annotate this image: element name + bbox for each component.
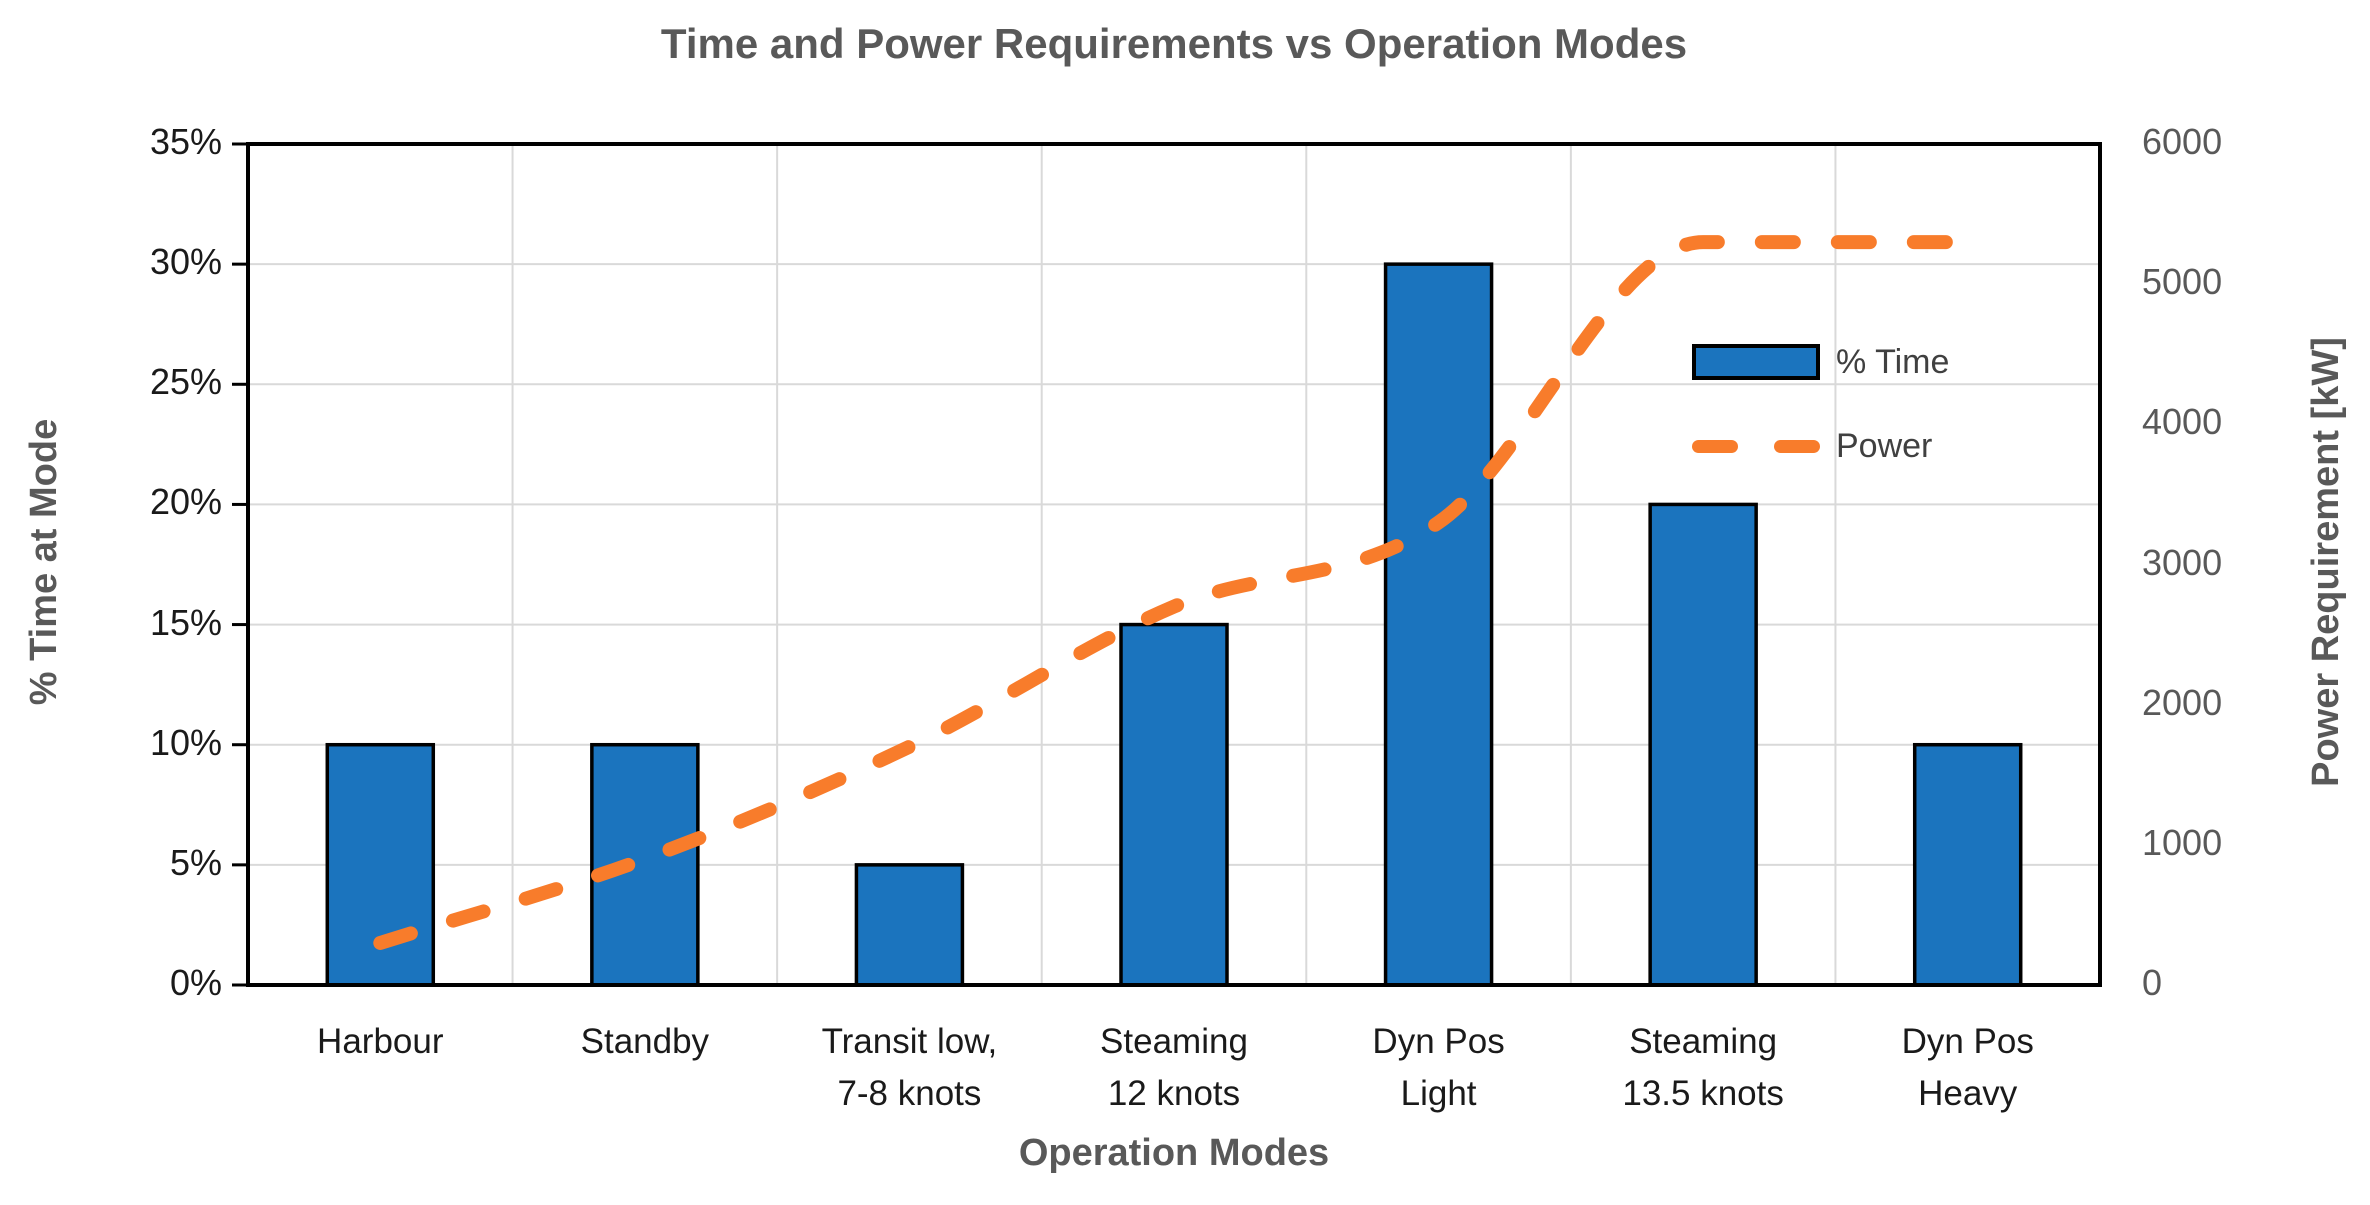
y-tick-label-left: 10%	[149, 721, 222, 763]
bar-transit-low-7-8-knots	[854, 863, 965, 987]
y-tick-label-right: 3000	[2142, 541, 2223, 583]
y-tick-label-right: 1000	[2142, 821, 2223, 863]
category-label: Standby	[513, 1016, 778, 1068]
legend: % Time Power	[1692, 320, 1949, 488]
legend-swatch-dashed-line	[1692, 439, 1820, 453]
category-label: Steaming 12 knots	[1042, 1016, 1307, 1120]
legend-item-power: Power	[1692, 404, 1949, 488]
y-tick-label-left: 0%	[169, 962, 222, 1003]
bar-steaming-12-knots	[1119, 622, 1229, 987]
legend-label-power: Power	[1836, 426, 1933, 465]
y-tick-label-left: 20%	[149, 481, 222, 523]
category-label-line: 13.5 knots	[1622, 1074, 1784, 1113]
legend-swatch-bar	[1692, 344, 1820, 380]
y-tick-label-right: 0	[2142, 962, 2163, 1003]
category-label-line: 12 knots	[1107, 1074, 1241, 1113]
bar-dyn-pos-heavy	[1912, 742, 2023, 987]
bar-steaming-13-5-knots	[1648, 502, 1758, 987]
category-label-line: Dyn Pos	[1372, 1022, 1505, 1061]
category-label-line: Light	[1400, 1074, 1477, 1113]
y-tick-label-right: 6000	[2142, 121, 2223, 162]
plot-area	[232, 142, 2102, 987]
x-axis-title: Operation Modes	[1018, 1132, 1330, 1174]
y-tick-label-left: 30%	[149, 241, 222, 283]
y-tick-label-right: 4000	[2142, 401, 2223, 443]
y-tick-label-left: 25%	[149, 361, 222, 403]
plot-border	[246, 142, 2102, 987]
category-label-line: Steaming	[1629, 1022, 1778, 1061]
category-label-line: Standby	[580, 1022, 710, 1061]
category-label: Harbour	[248, 1016, 513, 1068]
bar-dyn-pos-light	[1383, 262, 1494, 987]
power-line	[373, 235, 1975, 950]
category-label-line: Steaming	[1100, 1022, 1248, 1061]
category-label: Dyn Pos Heavy	[1835, 1016, 2100, 1120]
legend-label-time: % Time	[1836, 342, 1950, 381]
category-label: Transit low, 7-8 knots	[777, 1016, 1042, 1120]
y-tick-label-right: 2000	[2142, 681, 2223, 723]
y-tick-label-right: 5000	[2142, 261, 2223, 303]
category-label-line: Dyn Pos	[1901, 1022, 2034, 1061]
chart-title: Time and Power Requirements vs Operation…	[660, 20, 1688, 67]
category-label-line: 7-8 knots	[837, 1074, 982, 1113]
y-tick-label-left: 35%	[149, 121, 222, 162]
y-tick-label-left: 5%	[169, 841, 222, 883]
y-tick-label-left: 15%	[149, 601, 222, 643]
category-label: Dyn Pos Light	[1306, 1016, 1571, 1120]
category-label-line: Heavy	[1918, 1074, 2018, 1113]
category-label: Steaming 13.5 knots	[1571, 1016, 1836, 1120]
category-label-line: Transit low,	[821, 1022, 998, 1061]
legend-item-time: % Time	[1692, 320, 1949, 404]
category-label-line: Harbour	[317, 1022, 444, 1061]
